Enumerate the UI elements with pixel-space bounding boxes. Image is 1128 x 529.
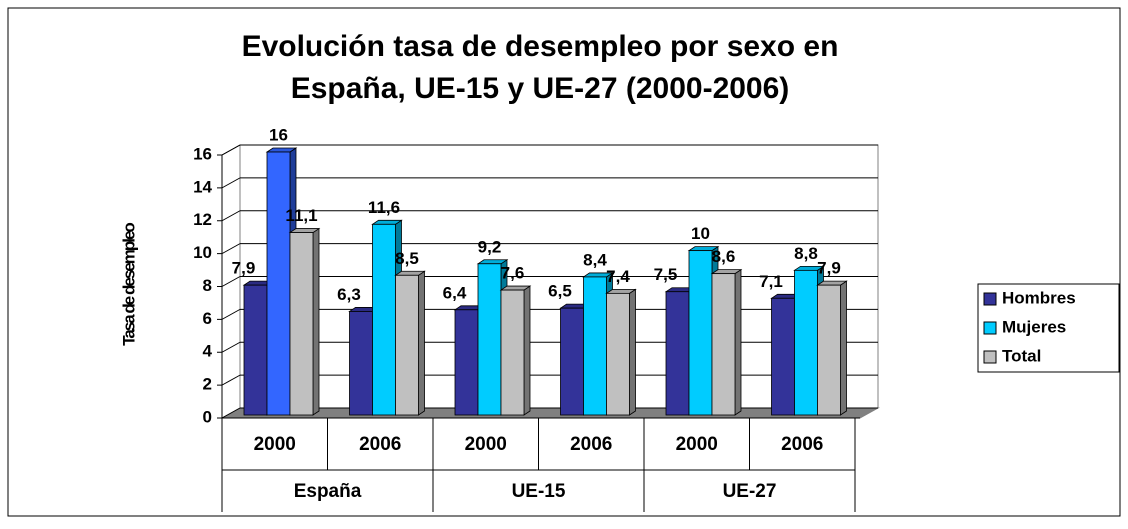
- data-label: 6,3: [337, 285, 361, 304]
- data-label: 6,5: [548, 282, 572, 301]
- y-tick-label: 16: [193, 144, 212, 163]
- bar: [560, 307, 584, 416]
- grid-line: [221, 276, 241, 287]
- bar: [372, 223, 396, 416]
- bar: [583, 276, 607, 416]
- bar: [817, 284, 841, 416]
- y-tick-label: 8: [203, 276, 212, 295]
- y-tick-label: 4: [203, 342, 213, 361]
- y-tick-label: 6: [203, 309, 212, 328]
- data-label: 8,6: [712, 247, 736, 266]
- y-axis-title: Tasa de desempleo: [119, 223, 138, 346]
- bar-side: [312, 227, 320, 416]
- bar: [395, 274, 419, 416]
- legend-box: [977, 283, 1120, 373]
- data-label: 8,8: [794, 244, 818, 263]
- y-tick-label: 2: [203, 375, 212, 394]
- x-tick-label: 2006: [570, 434, 612, 455]
- grid-line: [221, 374, 241, 386]
- data-label: 8,4: [583, 250, 607, 269]
- y-tick-label: 0: [203, 407, 212, 426]
- bar-side: [840, 280, 847, 416]
- data-label: 8,5: [395, 249, 419, 268]
- bar: [711, 273, 736, 416]
- bar: [243, 284, 268, 416]
- grid-line: [221, 341, 241, 353]
- bar: [477, 263, 502, 416]
- bar: [606, 292, 630, 416]
- bar: [349, 311, 373, 416]
- grid-line: [221, 308, 241, 320]
- data-label: 11,1: [285, 206, 317, 225]
- bar: [688, 250, 713, 416]
- data-label: 7,1: [759, 272, 783, 291]
- legend-swatch: [983, 292, 997, 306]
- data-label: 7,9: [232, 259, 256, 278]
- grid-line: [221, 243, 241, 255]
- x-tick-label: 2006: [359, 434, 401, 455]
- bar: [266, 151, 291, 416]
- data-label: 6,4: [443, 283, 467, 302]
- bar: [500, 289, 525, 416]
- bar: [665, 291, 690, 416]
- chart-title: España, UE-15 y UE-27 (2000-2006): [291, 72, 790, 105]
- chart-title: Evolución tasa de desempleo por sexo en: [242, 30, 839, 63]
- bar-side: [629, 288, 636, 416]
- data-label: 7,5: [654, 265, 678, 284]
- legend-swatch: [983, 350, 997, 364]
- data-label: 7,4: [606, 267, 630, 286]
- bar: [771, 297, 795, 416]
- x-tick-label: 2000: [676, 434, 718, 455]
- data-label: 7,6: [501, 264, 525, 283]
- group-label: UE-15: [512, 481, 566, 502]
- legend-label: Mujeres: [1002, 317, 1066, 336]
- group-label: UE-27: [723, 481, 777, 502]
- grid-line: [221, 177, 241, 189]
- legend-swatch: [983, 321, 997, 335]
- y-tick-label: 12: [193, 210, 212, 229]
- legend-label: Hombres: [1002, 288, 1076, 307]
- y-tick-label: 10: [193, 243, 212, 262]
- bar: [454, 309, 479, 416]
- bar: [289, 232, 314, 416]
- x-tick-label: 2000: [254, 434, 296, 455]
- x-tick-label: 2000: [465, 434, 507, 455]
- data-label: 10: [691, 224, 710, 243]
- data-label: 11,6: [368, 198, 400, 217]
- y-axis: [221, 144, 241, 156]
- bar: [794, 269, 818, 416]
- bar-side: [418, 270, 425, 416]
- y-tick-label: 14: [193, 177, 212, 196]
- grid-line: [221, 210, 241, 222]
- data-label: 9,2: [478, 237, 502, 256]
- legend-label: Total: [1002, 346, 1041, 365]
- bar-side: [523, 285, 531, 416]
- grid-line: [221, 407, 241, 419]
- bar-side: [734, 268, 742, 416]
- data-label: 16: [269, 125, 288, 144]
- x-tick-label: 2006: [781, 434, 823, 455]
- data-label: 7,9: [817, 259, 841, 278]
- group-label: España: [294, 481, 362, 502]
